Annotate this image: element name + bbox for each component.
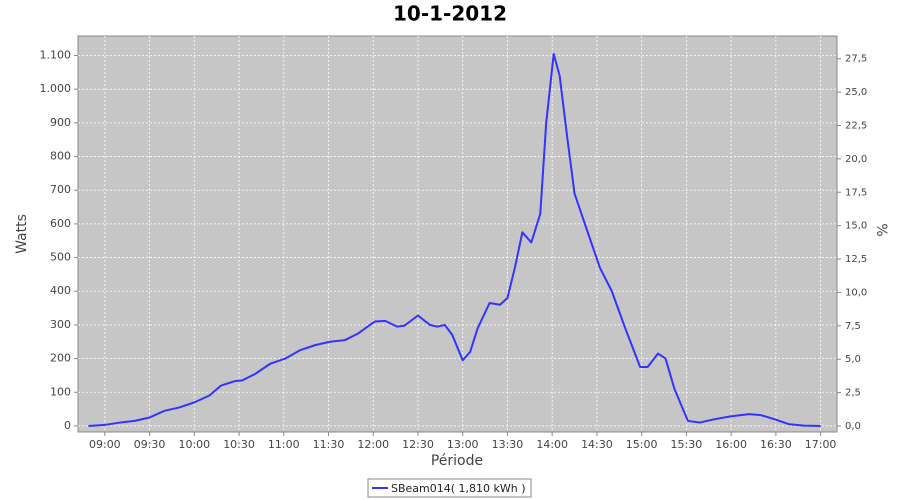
y2-tick-label: 15,0 <box>845 221 867 232</box>
y2-tick-label: 20,0 <box>845 154 867 165</box>
x-tick-label: 15:30 <box>671 438 703 451</box>
y-tick-label: 1.000 <box>40 82 72 95</box>
y-tick-label: 600 <box>50 217 71 230</box>
y-tick-label: 700 <box>50 183 71 196</box>
y2-tick-label: 12,5 <box>845 254 867 265</box>
data-line <box>88 52 821 427</box>
y-tick-label: 0 <box>64 419 71 432</box>
chart-title: 10-1-2012 <box>393 2 507 26</box>
x-tick-label: 10:30 <box>223 438 255 451</box>
y2-tick-label: 27,5 <box>845 54 867 65</box>
y-axis-label: Watts <box>14 214 30 254</box>
x-tick-label: 15:00 <box>626 438 658 451</box>
x-tick-label: 12:00 <box>357 438 389 451</box>
y-tick-label: 200 <box>50 352 71 365</box>
y2-tick-label: 25,0 <box>845 87 867 98</box>
x-tick-label: 14:30 <box>581 438 613 451</box>
y-tick-label: 500 <box>50 251 71 264</box>
x-axis-label: Période <box>431 453 483 469</box>
y2-tick-label: 17,5 <box>845 187 867 198</box>
x-tick-label: 16:30 <box>760 438 792 451</box>
x-tick-label: 13:00 <box>447 438 479 451</box>
y-tick-label: 300 <box>50 318 71 331</box>
legend-label: SBeam014( 1,810 kWh ) <box>391 482 526 495</box>
x-tick-label: 13:30 <box>492 438 524 451</box>
x-tick-label: 09:30 <box>134 438 166 451</box>
x-tick-label: 17:00 <box>805 438 837 451</box>
x-tick-label: 09:00 <box>89 438 121 451</box>
y2-tick-label: 5,0 <box>845 354 861 365</box>
y2-tick-label: 0,0 <box>845 421 861 432</box>
y-tick-label: 800 <box>50 150 71 163</box>
y2-tick-label: 10,0 <box>845 287 867 298</box>
legend-box <box>367 478 532 498</box>
y2-tick-label: 2,5 <box>845 388 861 399</box>
y2-axis-label: % <box>873 223 889 236</box>
x-tick-label: 12:30 <box>402 438 434 451</box>
y-tick-label: 900 <box>50 116 71 129</box>
x-tick-label: 14:00 <box>536 438 568 451</box>
x-tick-label: 16:00 <box>715 438 747 451</box>
y2-tick-label: 7,5 <box>845 321 861 332</box>
y2-tick-label: 22,5 <box>845 120 867 131</box>
y-tick-label: 1.100 <box>40 49 72 62</box>
x-tick-label: 11:00 <box>268 438 300 451</box>
plot-area <box>77 35 838 433</box>
y-tick-label: 100 <box>50 385 71 398</box>
x-tick-label: 10:00 <box>178 438 210 451</box>
y-tick-label: 400 <box>50 284 71 297</box>
x-tick-label: 11:30 <box>313 438 345 451</box>
